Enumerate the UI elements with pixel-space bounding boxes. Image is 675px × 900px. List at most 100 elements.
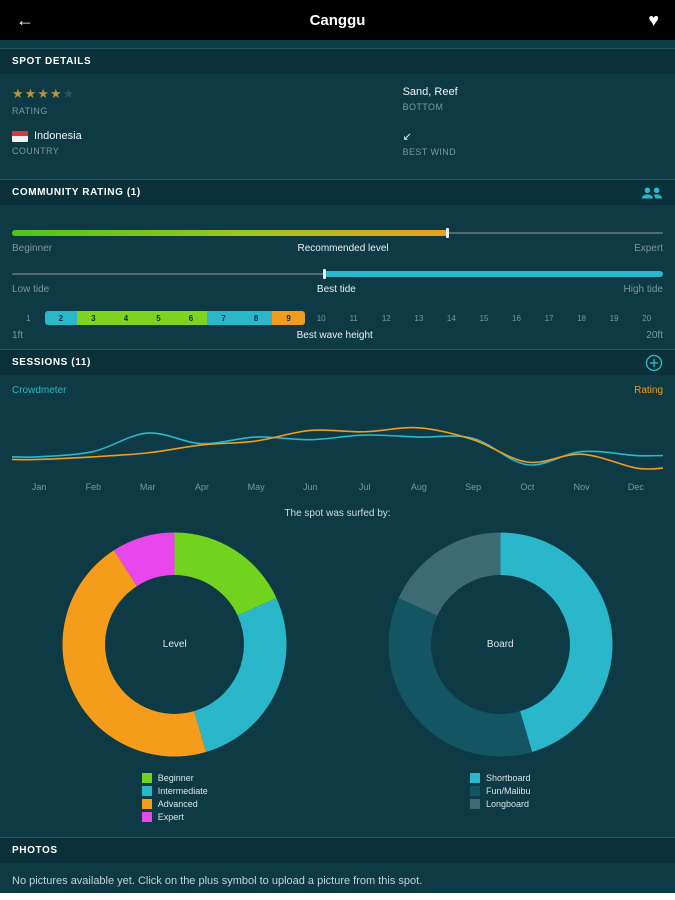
legend-swatch — [141, 799, 152, 809]
wave-height-cell: 17 — [544, 313, 554, 323]
wave-scale-labels: 1ft Best wave height 20ft — [12, 330, 663, 341]
best-wind-cell: ↙ BEST WIND — [403, 130, 663, 157]
wave-height-cell: 7 — [207, 311, 240, 325]
legend-label: Fun/Malibu — [485, 786, 531, 796]
section-header-community-rating: COMMUNITY RATING (1) — [0, 179, 675, 205]
donut-segment-longboard — [398, 532, 501, 616]
wave-height-cell: 18 — [577, 313, 587, 323]
back-icon[interactable]: ← — [16, 9, 34, 30]
month-label: Apr — [194, 482, 209, 492]
month-axis: Jan Feb Mar Apr May Jun Jul Aug Sep Oct Nov Dec — [12, 482, 663, 492]
sessions-line-chart — [12, 426, 663, 470]
crowdmeter-legend-label: Crowdmeter — [12, 385, 67, 396]
legend-item: Beginner — [141, 773, 208, 783]
wave-height-cell: 1 — [26, 313, 31, 323]
level-legend: Beginner Intermediate Advanced Expert — [141, 770, 208, 825]
section-header-spot-details: SPOT DETAILS — [0, 48, 675, 74]
month-label: Aug — [410, 482, 427, 492]
legend-label: Expert — [157, 812, 184, 822]
rating-legend-label: Rating — [634, 385, 663, 396]
top-bar: ← Canggu ♥ — [0, 0, 675, 40]
country-value: Indonesia — [34, 130, 82, 142]
legend-swatch — [469, 799, 480, 809]
section-title-spot-details: SPOT DETAILS — [12, 56, 92, 67]
month-label: Jul — [358, 482, 371, 492]
tide-slider-fill — [323, 269, 663, 279]
legend-item: Intermediate — [141, 786, 208, 796]
donut-segment-expert — [114, 532, 175, 587]
section-title-community-rating: COMMUNITY RATING (1) — [12, 187, 141, 198]
section-title-photos: PHOTOS — [12, 845, 58, 856]
wave-height-cell: 4 — [109, 311, 143, 325]
best-wind-label: BEST WIND — [402, 147, 457, 157]
wave-height-cell: 14 — [446, 313, 456, 323]
section-header-sessions: SESSIONS (11) — [0, 349, 675, 375]
wave-height-cell: 19 — [609, 313, 619, 323]
wave-height-cell: 13 — [414, 313, 424, 323]
level-slider-fill — [12, 228, 450, 238]
section-title-sessions: SESSIONS (11) — [12, 357, 91, 368]
section-header-photos: PHOTOS — [0, 837, 675, 863]
legend-item: Advanced — [141, 799, 208, 809]
donut-segment-advanced — [62, 550, 207, 757]
legend-label: Advanced — [157, 799, 198, 809]
star-icon: ★ — [12, 86, 24, 101]
level-right-label: Expert — [634, 243, 663, 254]
rating-cell: ★ ★ ★ ★ ★ RATING — [12, 86, 403, 116]
country-label: COUNTRY — [12, 146, 60, 156]
bottom-cell: Sand, Reef BOTTOM — [403, 86, 663, 116]
wave-height-cell: 6 — [174, 311, 208, 325]
surfed-by-caption: The spot was surfed by: — [284, 508, 391, 519]
board-donut-chart: Board — [383, 527, 618, 762]
tide-center-label: Best tide — [316, 284, 356, 295]
tide-right-label: High tide — [623, 284, 663, 295]
donut-charts-row: Level Beginner Intermediate Advanced Expert… — [12, 527, 663, 825]
legend-swatch — [141, 773, 152, 783]
wave-height-cell: 10 — [316, 313, 326, 323]
star-icon: ★ — [62, 86, 75, 101]
legend-label: Intermediate — [157, 786, 208, 796]
wind-direction-icon: ↙ — [402, 131, 412, 143]
board-legend: Shortboard Fun/Malibu Longboard — [469, 770, 531, 812]
month-label: May — [247, 482, 265, 492]
star-icon: ★ — [37, 86, 49, 101]
month-label: Jan — [31, 482, 47, 492]
month-label: Nov — [573, 482, 590, 492]
bottom-value: Sand, Reef — [402, 86, 458, 98]
community-sliders: Beginner Recommended level Expert Low ti… — [0, 228, 675, 341]
donut-segment-beginner — [174, 532, 277, 616]
wave-height-cell: 12 — [381, 313, 391, 323]
wave-height-cell: 15 — [479, 313, 489, 323]
legend-label: Beginner — [157, 773, 194, 783]
best-tide-slider — [12, 269, 663, 279]
wave-height-cell: 3 — [77, 311, 110, 325]
donut-segment-fun-malibu — [388, 597, 532, 757]
wave-height-cell: 2 — [44, 311, 78, 325]
crowdmeter-line — [12, 432, 663, 466]
add-session-icon[interactable] — [645, 354, 663, 372]
legend-item: Fun/Malibu — [469, 786, 531, 796]
star-icon: ★ — [49, 86, 62, 101]
community-members-icon[interactable] — [641, 186, 663, 200]
level-left-label: Beginner — [12, 243, 53, 254]
bottom-label: BOTTOM — [402, 102, 444, 112]
wave-right-label: 20ft — [646, 330, 663, 341]
month-label: Dec — [627, 482, 644, 492]
page-title: Canggu — [309, 11, 366, 29]
month-label: Oct — [520, 482, 535, 492]
wave-height-cell: 20 — [642, 313, 652, 323]
legend-label: Longboard — [485, 799, 530, 809]
donut-segment-shortboard — [500, 532, 613, 752]
favorite-heart-icon[interactable]: ♥ — [648, 9, 659, 30]
board-donut-block: Board Shortboard Fun/Malibu Longboard — [338, 527, 664, 825]
level-slider-labels: Beginner Recommended level Expert — [12, 243, 663, 254]
month-label: Sep — [465, 482, 482, 492]
level-center-label: Recommended level — [297, 243, 389, 254]
month-label: Jun — [303, 482, 318, 492]
wave-height-cell: 9 — [272, 311, 305, 325]
tide-left-label: Low tide — [12, 284, 50, 295]
legend-swatch — [469, 786, 480, 796]
country-cell: Indonesia COUNTRY — [12, 130, 403, 157]
wave-height-cell: 11 — [349, 313, 358, 323]
star-rating: ★ ★ ★ ★ ★ — [12, 86, 403, 102]
